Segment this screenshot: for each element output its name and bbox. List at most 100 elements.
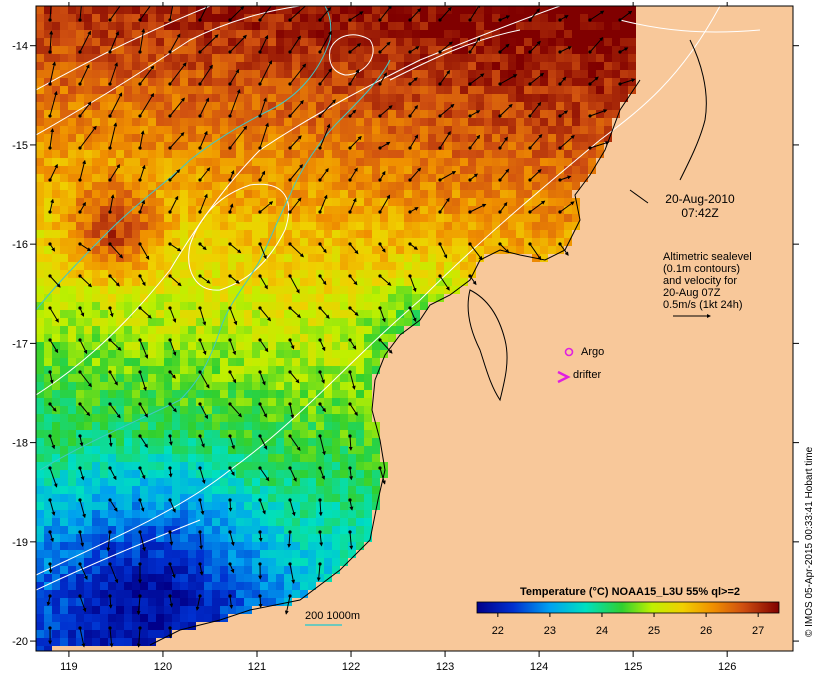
velocity-dot: [498, 18, 502, 22]
sst-cell: [340, 278, 348, 286]
sst-cell: [276, 574, 284, 582]
sst-cell: [420, 46, 428, 54]
sst-cell: [180, 406, 188, 414]
sst-cell: [540, 174, 548, 182]
sst-cell: [220, 574, 228, 582]
sst-cell: [156, 414, 164, 422]
sst-cell: [468, 94, 476, 102]
sst-cell: [164, 262, 172, 270]
sst-cell: [44, 558, 52, 566]
velocity-arrow: [289, 499, 296, 517]
sst-cell: [36, 214, 44, 222]
sst-cell: [140, 294, 148, 302]
sst-cell: [132, 350, 140, 358]
sst-cell: [300, 438, 308, 446]
sst-cell: [308, 310, 316, 318]
velocity-arrow: [169, 307, 177, 323]
sst-cell: [420, 30, 428, 38]
sst-cell: [380, 310, 388, 318]
sst-cell: [116, 214, 124, 222]
sst-cell: [372, 118, 380, 126]
sst-cell: [524, 166, 532, 174]
sst-cell: [164, 174, 172, 182]
sst-cell: [76, 534, 84, 542]
sst-cell: [108, 494, 116, 502]
sst-cell: [444, 30, 452, 38]
sst-cell: [540, 222, 548, 230]
sst-cell: [316, 30, 324, 38]
sst-cell: [356, 54, 364, 62]
velocity-arrow: [169, 6, 174, 21]
sst-cell: [92, 598, 100, 606]
sst-cell: [540, 94, 548, 102]
sst-cell: [276, 278, 284, 286]
sst-cell: [68, 286, 76, 294]
sst-cell: [180, 206, 188, 214]
sst-cell: [252, 286, 260, 294]
sst-cell: [284, 334, 292, 342]
sst-cell: [292, 574, 300, 582]
sst-cell: [292, 118, 300, 126]
sst-cell: [100, 214, 108, 222]
sst-cell: [204, 462, 212, 470]
velocity-dot: [108, 594, 112, 598]
sst-cell: [36, 590, 44, 598]
sst-cell: [356, 310, 364, 318]
sst-cell: [236, 502, 244, 510]
sst-cell: [316, 438, 324, 446]
sst-cell: [212, 558, 220, 566]
sst-cell: [124, 174, 132, 182]
sst-cell: [276, 126, 284, 134]
sst-cell: [84, 286, 92, 294]
sst-cell: [236, 422, 244, 430]
sst-cell: [52, 350, 60, 358]
sst-cell: [116, 318, 124, 326]
sst-cell: [228, 526, 236, 534]
sst-cell: [412, 94, 420, 102]
velocity-dot: [378, 178, 382, 182]
sst-cell: [100, 454, 108, 462]
sst-cell: [164, 38, 172, 46]
time-text: 07:42Z: [681, 206, 718, 220]
sst-cell: [180, 190, 188, 198]
sst-cell: [236, 494, 244, 502]
sst-cell: [68, 126, 76, 134]
sst-cell: [164, 94, 172, 102]
velocity-dot: [288, 50, 292, 54]
velocity-arrow: [469, 73, 485, 85]
sst-cell: [156, 86, 164, 94]
sst-cell: [36, 174, 44, 182]
sst-cell: [220, 126, 228, 134]
velocity-dot: [48, 466, 52, 470]
sst-cell: [100, 582, 108, 590]
sst-cell: [316, 558, 324, 566]
sst-cell: [524, 126, 532, 134]
velocity-arrow: [529, 8, 541, 21]
sst-cell: [172, 438, 180, 446]
sst-cell: [428, 54, 436, 62]
sst-cell: [188, 238, 196, 246]
sst-cell: [228, 478, 236, 486]
sst-cell: [164, 286, 172, 294]
sst-cell: [332, 294, 340, 302]
sst-cell: [228, 430, 236, 438]
sst-cell: [476, 102, 484, 110]
sst-cell: [268, 302, 276, 310]
sst-cell: [324, 358, 332, 366]
sst-cell: [324, 110, 332, 118]
velocity-dot: [438, 50, 442, 54]
sst-cell: [356, 166, 364, 174]
velocity-arrow: [169, 275, 182, 287]
velocity-arrow: [79, 30, 91, 53]
sst-cell: [148, 430, 156, 438]
sst-cell: [612, 54, 620, 62]
sst-cell: [76, 246, 84, 254]
sst-cell: [484, 22, 492, 30]
sst-cell: [340, 222, 348, 230]
sst-cell: [436, 158, 444, 166]
sst-cell: [452, 206, 460, 214]
sst-cell: [348, 126, 356, 134]
isobath-lines: [36, 6, 391, 471]
sst-cell: [404, 86, 412, 94]
sst-cell: [276, 510, 284, 518]
